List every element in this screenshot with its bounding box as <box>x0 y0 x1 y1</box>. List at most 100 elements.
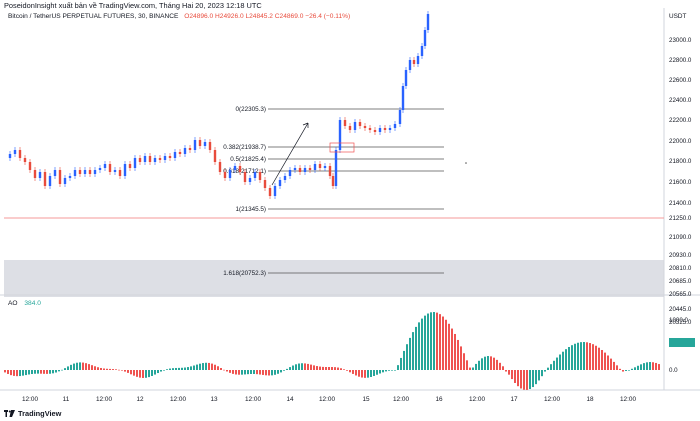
candle-body <box>293 168 297 170</box>
ao-bar <box>25 370 27 376</box>
ao-bar <box>424 315 426 370</box>
ao-bar <box>160 370 162 372</box>
brand-name: TradingView <box>18 409 62 418</box>
ao-bar <box>271 370 273 376</box>
ao-bar <box>325 367 327 370</box>
symbol-legend[interactable]: Bitcoin / TetherUS PERPETUAL FUTURES, 30… <box>8 13 350 20</box>
candle-body <box>33 170 37 178</box>
ao-bar <box>187 367 189 370</box>
ao-bar <box>217 366 219 370</box>
ao-bar <box>451 328 453 370</box>
ao-bar <box>640 364 642 370</box>
ao-bar <box>469 367 471 370</box>
candle-body <box>88 170 92 174</box>
ao-bar <box>583 342 585 370</box>
ao-legend[interactable]: AO 384.0 <box>8 300 41 307</box>
ao-bar <box>565 349 567 370</box>
trend-arrow[interactable] <box>271 122 309 186</box>
ao-bar <box>490 356 492 370</box>
ao-bar <box>301 363 303 370</box>
ao-bar <box>166 369 168 370</box>
ao-bar <box>178 367 180 370</box>
candle-body <box>213 150 217 162</box>
ao-bar <box>481 358 483 370</box>
ao-bar <box>175 367 177 370</box>
ao-bar <box>412 332 414 370</box>
ao-bar <box>295 364 297 370</box>
candle-body <box>343 120 347 126</box>
ao-bar <box>361 370 363 378</box>
ao-bar <box>532 370 534 388</box>
ao-bar <box>163 370 165 371</box>
time-tick-label: 12:00 <box>96 396 112 403</box>
fib-level-label: 0(22305.3) <box>236 106 266 113</box>
time-tick-label: 12:00 <box>170 396 186 403</box>
candle-body <box>118 170 122 176</box>
price-tick-label: 22400.0 <box>669 97 692 104</box>
ao-bar <box>511 370 513 380</box>
candle-body <box>193 140 197 150</box>
ao-bar <box>211 363 213 370</box>
ohlc-values: O24896.0 H24926.0 L24845.2 C24869.0 −26.… <box>184 13 351 20</box>
ao-bar <box>262 370 264 375</box>
ao-bar <box>190 366 192 370</box>
ao-bar <box>349 370 351 373</box>
candle-body <box>423 30 427 46</box>
ao-bar <box>634 367 636 370</box>
ao-bar <box>115 369 117 370</box>
ao-bar <box>88 364 90 370</box>
ao-histogram <box>4 312 660 390</box>
ao-bar <box>235 370 237 375</box>
candle-body <box>334 150 338 186</box>
candle-body <box>143 156 147 162</box>
candle-body <box>188 148 192 150</box>
ao-bar <box>529 370 531 390</box>
ao-bar <box>136 370 138 377</box>
ao-bar <box>391 370 393 371</box>
ao-bar <box>172 368 174 370</box>
ao-bar <box>433 312 435 370</box>
candle-body <box>63 178 67 184</box>
fib-level-label: 0.5(21825.4) <box>230 156 266 163</box>
candle-body <box>383 128 387 130</box>
price-unit: USDT <box>669 13 687 20</box>
fib-retracement[interactable]: 0(22305.3) 0.382(21938.7) 0.5(21825.4) 0.61… <box>223 106 444 277</box>
ao-bar <box>460 346 462 370</box>
price-tick-label: 22000.0 <box>669 138 692 145</box>
ao-bar <box>454 333 456 370</box>
price-tick-label: 21090.0 <box>669 234 692 241</box>
ao-bar <box>148 370 150 378</box>
candle-body <box>253 172 257 178</box>
price-axis[interactable]: 23000.0 22800.0 22600.0 22400.0 22200.0 22000… <box>669 37 692 326</box>
ao-bar <box>535 370 537 385</box>
candle-body <box>401 86 405 110</box>
ao-name: AO <box>8 300 18 307</box>
footer[interactable]: TradingView <box>4 409 61 418</box>
ao-bar <box>625 370 627 371</box>
candle-body <box>308 168 312 170</box>
ao-bar <box>523 370 525 390</box>
ao-bar <box>502 366 504 370</box>
time-tick-label: 12:00 <box>245 396 261 403</box>
ao-bar <box>181 367 183 370</box>
candle-body <box>93 170 97 174</box>
ao-bar <box>139 370 141 378</box>
ao-axis: 1000.0 0.0 <box>669 317 688 374</box>
time-axis[interactable]: 12:00 11 12:00 12 12:00 13 12:00 14 12:00 15 12:00… <box>22 396 636 403</box>
ao-bar <box>376 370 378 375</box>
ao-bar <box>277 370 279 374</box>
candle-body <box>228 170 232 178</box>
ao-bar <box>283 370 285 371</box>
candle-body <box>273 186 277 196</box>
ao-bar <box>571 345 573 370</box>
ao-bar <box>124 370 126 372</box>
ao-bar <box>496 359 498 370</box>
ao-bar <box>592 344 594 370</box>
time-tick-label: 15 <box>362 396 370 403</box>
ao-bar <box>403 350 405 370</box>
ao-bar <box>202 363 204 370</box>
candle-body <box>113 170 117 172</box>
ao-bar <box>595 345 597 370</box>
price-tick-label: 21800.0 <box>669 158 692 165</box>
